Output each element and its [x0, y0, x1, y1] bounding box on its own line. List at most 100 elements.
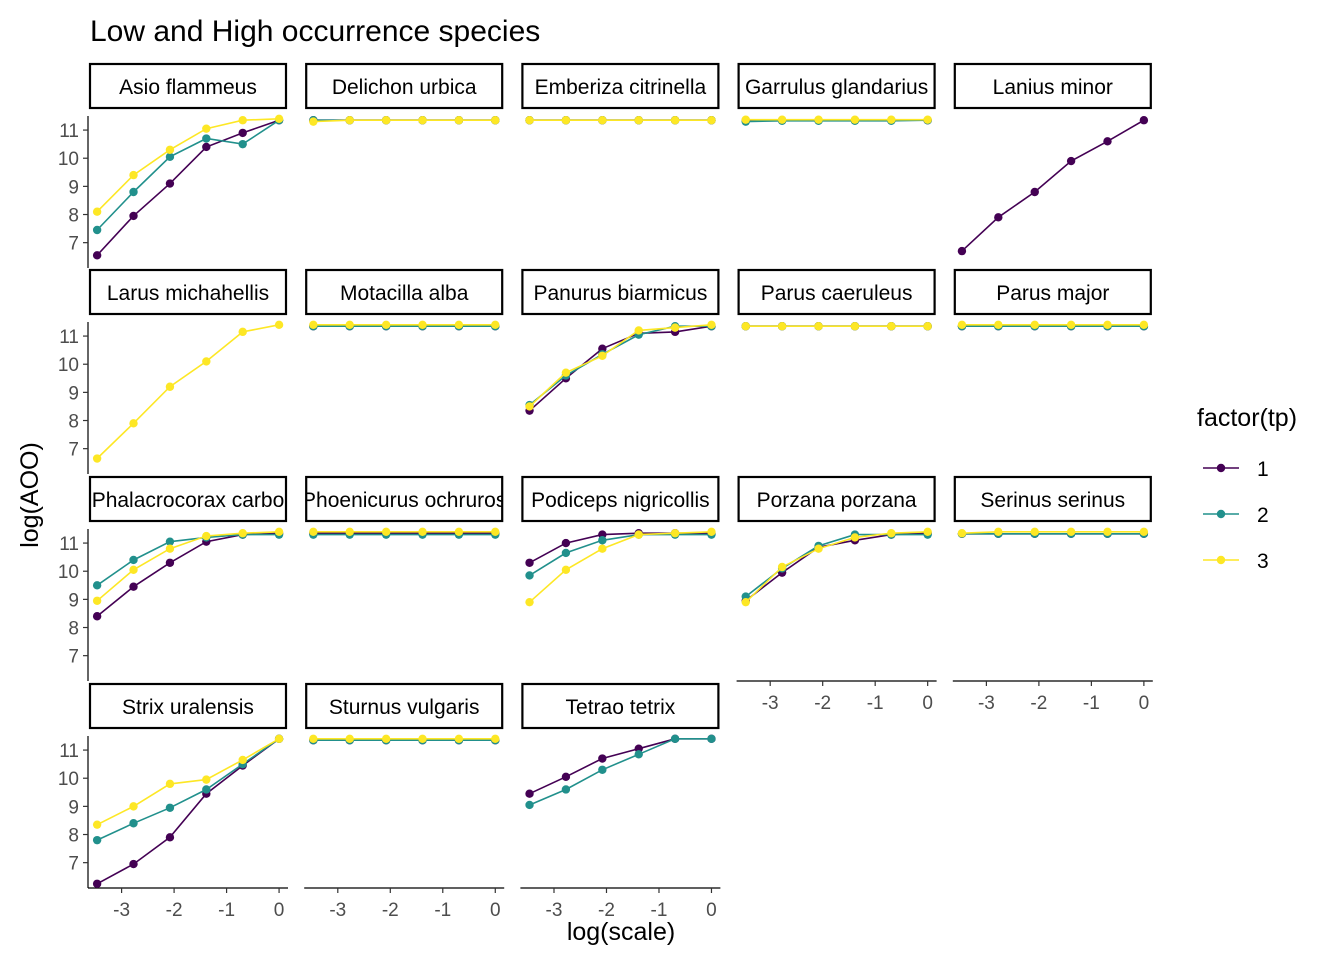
data-point-tp2 — [202, 785, 211, 794]
panel-panurus-biarmicus: Panurus biarmicus — [521, 268, 720, 415]
strip-label-parus-major: Parus major — [996, 282, 1109, 305]
data-point-tp3 — [92, 820, 102, 829]
legend-entry-1: 1 — [1203, 458, 1269, 481]
data-point-tp2 — [129, 555, 138, 565]
strip-label-serinus-serinus: Serinus serinus — [980, 489, 1125, 512]
data-point-tp3 — [634, 326, 643, 335]
y-tick-label: 8 — [68, 412, 79, 433]
series-line-tp2 — [529, 737, 712, 806]
data-point-tp2 — [238, 139, 247, 149]
strip-box-podiceps-nigricollis — [521, 475, 720, 523]
y-tick-label: 11 — [59, 327, 79, 348]
data-point-tp1 — [525, 789, 534, 798]
data-point-tp3 — [525, 402, 534, 411]
data-point-tp3 — [598, 351, 607, 360]
strip-box-serinus-serinus — [953, 475, 1152, 523]
y-tick-label: 11 — [59, 741, 79, 762]
data-point-tp2 — [598, 765, 607, 774]
y-tick-label: 7 — [68, 647, 79, 668]
strip-label-parus-caeruleus: Parus caeruleus — [761, 282, 913, 305]
panel-podiceps-nigricollis: Podiceps nigricollis — [521, 475, 720, 607]
data-point-tp3 — [957, 320, 967, 330]
data-point-tp3 — [850, 115, 860, 124]
data-point-tp3 — [561, 116, 571, 125]
x-tick-label: -3 — [546, 900, 563, 921]
y-tick-label: 11 — [59, 121, 79, 142]
strip-box-sturnus-vulgaris — [305, 682, 504, 730]
data-point-tp1 — [129, 211, 138, 221]
x-tick-label: 0 — [706, 900, 717, 921]
data-point-tp2 — [165, 803, 175, 812]
data-point-tp3 — [345, 116, 354, 125]
data-point-tp3 — [92, 596, 102, 605]
data-point-tp3 — [777, 322, 787, 331]
data-point-tp3 — [561, 565, 571, 575]
series-line-tp2 — [529, 533, 712, 577]
data-point-tp1 — [129, 582, 138, 591]
data-point-tp3 — [1139, 320, 1149, 330]
strip-label-phalacrocorax-carbo: Phalacrocorax carbo — [92, 489, 285, 512]
series-line-tp3 — [528, 324, 712, 407]
legend-label: 3 — [1257, 550, 1269, 573]
data-point-tp1 — [1139, 116, 1149, 125]
data-point-tp3 — [670, 116, 680, 125]
data-point-tp2 — [634, 750, 643, 759]
y-tick-label: 8 — [68, 826, 79, 847]
x-tick-label: 0 — [1139, 693, 1150, 714]
data-point-tp3 — [129, 419, 138, 428]
data-point-tp3 — [887, 529, 896, 538]
legend-entry-3: 3 — [1203, 550, 1269, 573]
x-tick-label: -1 — [1083, 693, 1100, 714]
data-point-tp3 — [202, 124, 211, 133]
series-line-tp1 — [96, 119, 280, 256]
data-point-tp3 — [1139, 527, 1149, 537]
data-point-tp3 — [129, 802, 138, 811]
x-tick-label: -3 — [978, 693, 995, 714]
data-point-tp2 — [561, 785, 571, 794]
strip-label-phoenicurus-ochruros: Phoenicurus ochruros — [302, 489, 506, 512]
data-point-tp3 — [418, 527, 427, 537]
y-tick-label: 7 — [68, 440, 79, 461]
series-line-tp1 — [528, 325, 712, 412]
y-tick-label: 7 — [68, 234, 79, 255]
strip-box-parus-caeruleus — [737, 268, 936, 316]
strip-box-tetrao-tetrix — [521, 682, 720, 730]
x-tick-label: -1 — [651, 900, 668, 921]
data-point-tp2 — [525, 571, 534, 580]
data-point-tp3 — [92, 454, 102, 463]
panel-parus-caeruleus: Parus caeruleus — [737, 268, 936, 331]
data-point-tp2 — [598, 536, 607, 545]
panel-delichon-urbica: Delichon urbica — [305, 62, 504, 126]
data-point-tp3 — [707, 116, 716, 125]
data-point-tp3 — [707, 320, 716, 330]
panel-parus-major: Parus major — [953, 268, 1152, 331]
strip-label-strix-uralensis: Strix uralensis — [122, 696, 254, 719]
data-point-tp2 — [92, 581, 102, 590]
y-tick-label: 8 — [68, 206, 79, 227]
series-line-tp3 — [96, 738, 280, 826]
data-point-tp3 — [561, 368, 571, 377]
data-point-tp3 — [238, 327, 247, 337]
strip-label-podiceps-nigricollis: Podiceps nigricollis — [531, 489, 710, 512]
y-tick-label: 9 — [68, 383, 79, 404]
data-point-tp2 — [525, 800, 534, 810]
data-point-tp3 — [994, 527, 1003, 537]
x-tick-label: 0 — [922, 693, 933, 714]
data-point-tp3 — [850, 533, 860, 542]
panel-strix-uralensis: Strix uralensis 7 8 9 10 11 -3 -2 -1 0 — [58, 682, 288, 921]
x-tick-label: -2 — [814, 693, 831, 714]
data-point-tp3 — [92, 207, 102, 216]
data-point-tp3 — [345, 320, 354, 330]
data-point-tp2 — [202, 134, 211, 143]
data-point-tp3 — [165, 544, 175, 553]
data-point-tp3 — [741, 322, 750, 331]
data-point-tp3 — [598, 116, 607, 125]
panel-garrulus-glandarius: Garrulus glandarius — [737, 62, 936, 126]
data-point-tp1 — [957, 246, 967, 256]
x-tick-label: -1 — [218, 900, 235, 921]
data-point-tp1 — [238, 128, 247, 138]
y-tick-label: 10 — [58, 562, 79, 583]
x-tick-label: -2 — [598, 900, 615, 921]
legend-entry-2: 2 — [1203, 504, 1269, 527]
x-tick-label: -3 — [113, 900, 130, 921]
